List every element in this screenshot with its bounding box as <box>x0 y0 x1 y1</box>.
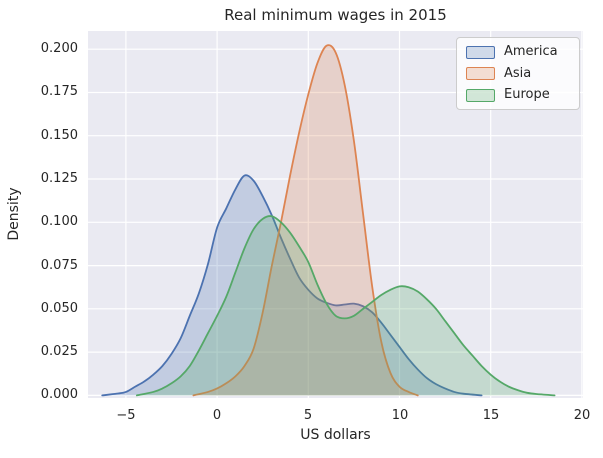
y-tick-label: 0.000 <box>40 387 78 402</box>
kde-fill-america <box>102 175 482 396</box>
kde-fill-asia <box>193 45 418 396</box>
x-tick-label: 15 <box>482 408 500 423</box>
gridlines <box>88 31 583 398</box>
y-tick-label: 0.075 <box>40 258 78 273</box>
x-tick-label: 10 <box>391 408 409 423</box>
x-tick-label: 20 <box>573 408 591 423</box>
y-tick-label: 0.175 <box>40 84 78 99</box>
x-tick-label: 5 <box>303 408 313 423</box>
legend-swatch-icon <box>466 67 495 80</box>
kde-curve-america <box>101 174 483 397</box>
legend-label: Asia <box>504 65 532 81</box>
y-tick-label: 0.100 <box>40 214 78 229</box>
plot-area <box>101 44 556 397</box>
x-tick-label: −5 <box>116 408 136 423</box>
kde-curve-asia <box>192 44 419 397</box>
y-tick-label: 0.150 <box>40 128 78 143</box>
legend-label: America <box>504 44 558 59</box>
legend-item-europe: Europe <box>466 88 570 102</box>
legend-item-america: America <box>466 45 570 59</box>
x-tick-label: 0 <box>212 408 222 423</box>
x-axis-label: US dollars <box>300 427 371 443</box>
legend: America Asia Europe <box>456 37 580 110</box>
y-tick-label: 0.025 <box>40 344 78 359</box>
kde-curve-europe <box>135 215 556 397</box>
y-tick-label: 0.125 <box>40 171 78 186</box>
chart-title: Real minimum wages in 2015 <box>224 6 447 24</box>
y-tick-label: 0.050 <box>40 301 78 316</box>
legend-item-asia: Asia <box>466 65 570 81</box>
kde-fill-europe <box>136 216 555 396</box>
legend-swatch-icon <box>466 45 495 59</box>
legend-label: Europe <box>504 87 550 102</box>
legend-swatch-icon <box>466 88 495 102</box>
y-tick-label: 0.200 <box>40 41 78 56</box>
